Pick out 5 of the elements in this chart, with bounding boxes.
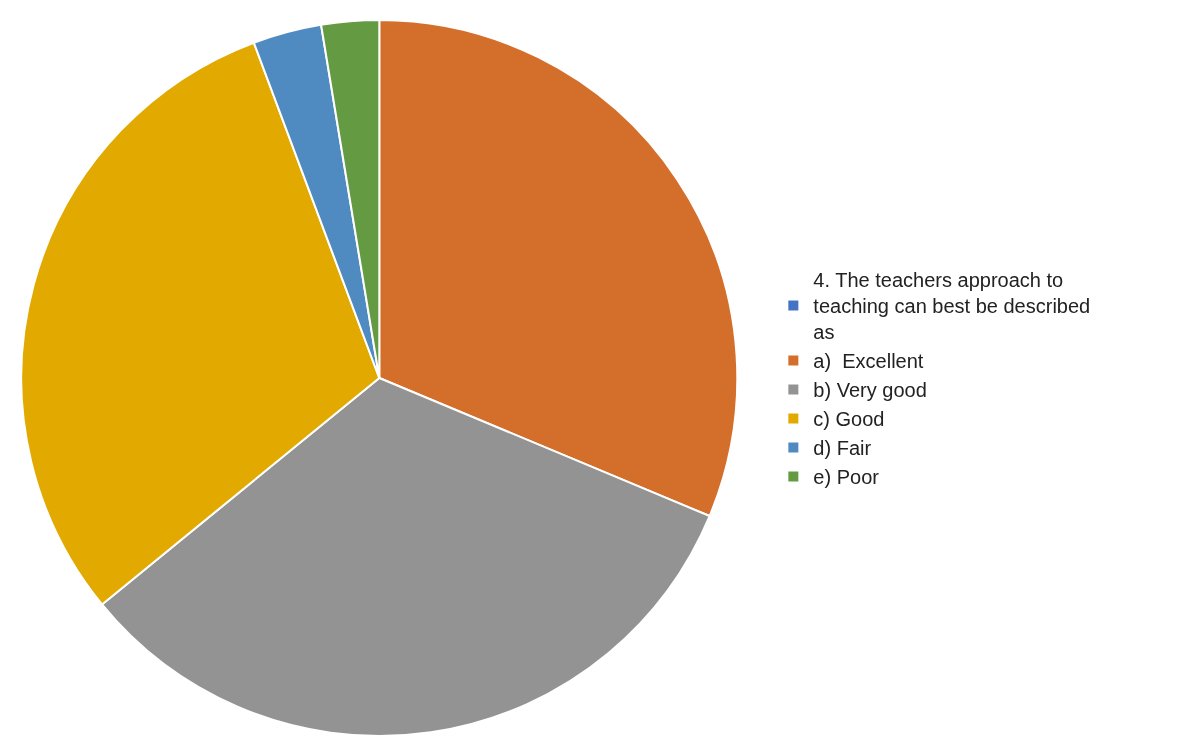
legend-label: e) Poor (813, 466, 880, 489)
legend-label: b) Very good (813, 379, 927, 402)
legend-label: c) Good (813, 408, 885, 431)
legend-label: d) Fair (813, 437, 872, 460)
legend-label: a) Excellent (813, 350, 924, 373)
